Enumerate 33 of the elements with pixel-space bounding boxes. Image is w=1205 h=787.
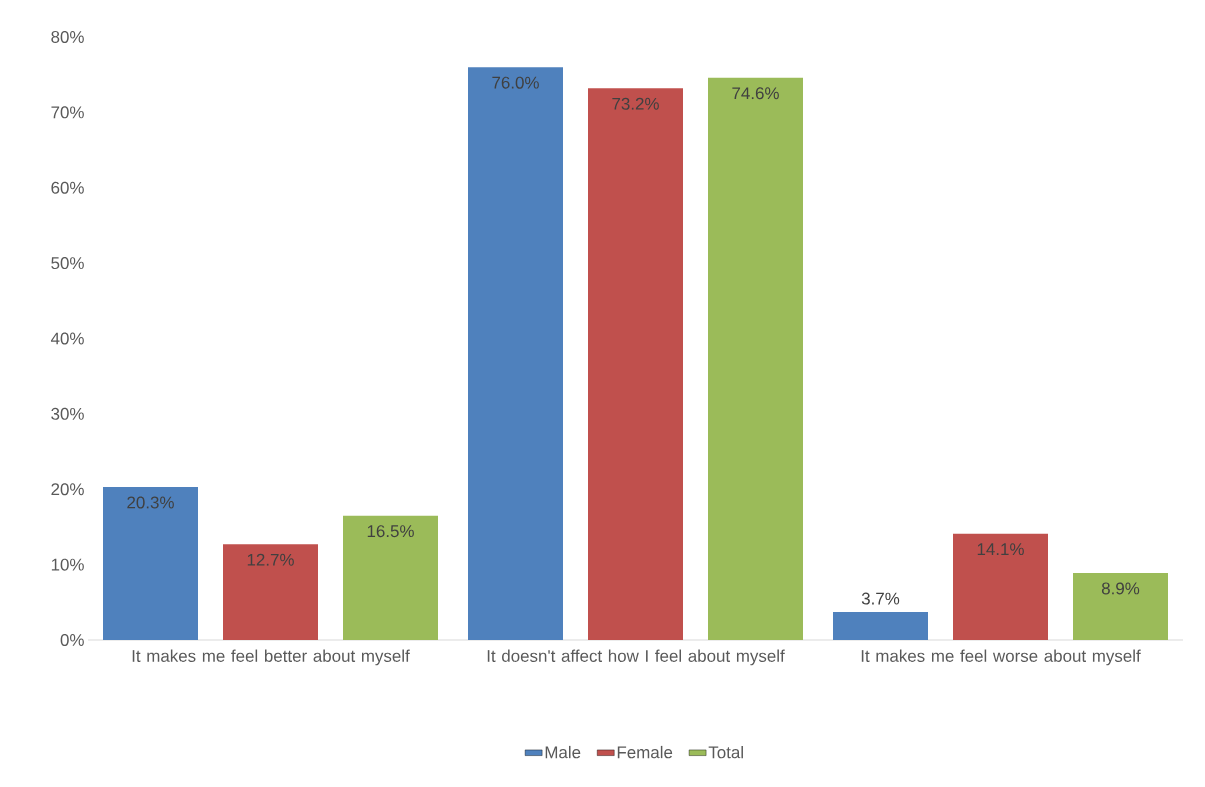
data-label: 8.9% <box>1101 582 1140 595</box>
bar <box>343 515 438 640</box>
bar <box>468 67 563 640</box>
y-tick-label: 60% <box>51 181 84 194</box>
y-tick-label: 0% <box>60 634 84 646</box>
bar <box>223 544 318 640</box>
y-tick-label: 40% <box>50 332 84 345</box>
y-tick-label: 30% <box>51 407 84 420</box>
data-label: 73.2% <box>612 97 659 110</box>
legend-label: Total <box>708 745 743 759</box>
bar <box>708 77 803 640</box>
bar <box>103 486 198 640</box>
bar <box>953 533 1048 640</box>
y-tick-label: 50% <box>51 257 84 270</box>
bar <box>588 88 683 640</box>
x-tick-label: It doesn't affect how I feel about myself <box>487 649 785 666</box>
bar <box>1073 572 1168 640</box>
legend-label: Male <box>545 745 581 759</box>
y-tick-label: 80% <box>51 30 84 43</box>
y-tick-label: 10% <box>51 558 84 571</box>
bar <box>833 612 928 640</box>
data-label: 12.7% <box>247 553 294 566</box>
data-label: 74.6% <box>732 87 779 100</box>
x-tick-label: It makes me feel better about myself <box>132 649 410 666</box>
x-tick-label: It makes me feel worse about myself <box>861 649 1141 666</box>
data-label: 76.0% <box>492 76 539 89</box>
data-label: 14.1% <box>977 543 1024 556</box>
data-label: 16.5% <box>367 525 414 538</box>
legend-label: Female <box>617 745 673 759</box>
data-label: 3.7% <box>861 592 900 605</box>
y-tick-label: 20% <box>51 483 84 496</box>
data-label: 20.3% <box>127 496 174 509</box>
y-tick-label: 70% <box>51 106 84 119</box>
